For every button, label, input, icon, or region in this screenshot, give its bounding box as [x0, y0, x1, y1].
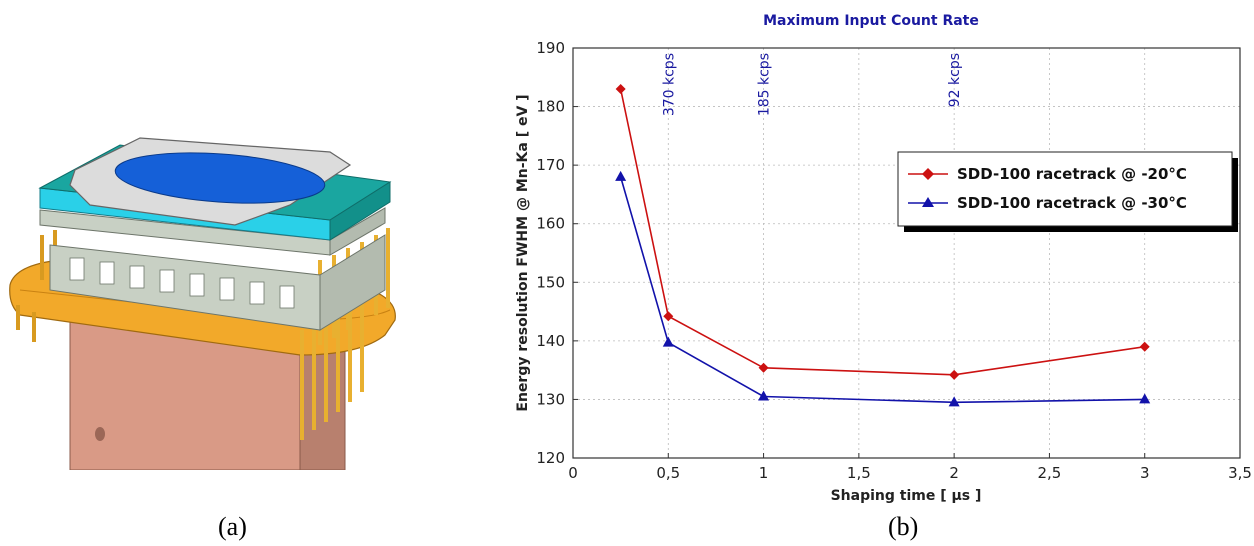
x-tick-label: 1,5 — [847, 464, 871, 482]
y-axis-title: Energy resolution FWHM @ Mn-Ka [ eV ] — [515, 94, 531, 411]
panel-label-b: (b) — [888, 512, 919, 541]
count-rate-annotations: 370 kcps 185 kcps 92 kcps — [661, 53, 963, 116]
chart-title: Maximum Input Count Rate — [763, 13, 979, 29]
data-point — [949, 369, 960, 380]
count-rate-label: 92 kcps — [947, 53, 963, 107]
panel-label-a: (a) — [218, 512, 247, 541]
y-tick-label: 130 — [536, 390, 565, 408]
x-tick-label: 3,5 — [1228, 464, 1252, 482]
sdd-module-3d-render-icon — [9, 137, 396, 470]
data-point — [758, 390, 770, 401]
legend-label-20c: SDD-100 racetrack @ -20°C — [957, 165, 1187, 183]
data-point — [948, 396, 960, 407]
y-tick-label: 180 — [536, 98, 565, 116]
y-tick-label: 160 — [536, 215, 565, 233]
data-point — [1139, 393, 1151, 404]
y-tick-label: 120 — [536, 449, 565, 467]
chart-series — [615, 84, 1151, 407]
y-tick-label: 140 — [536, 332, 565, 350]
x-tick-label: 2,5 — [1037, 464, 1061, 482]
count-rate-label: 370 kcps — [661, 53, 677, 116]
count-rate-label: 185 kcps — [757, 53, 773, 116]
data-point — [615, 170, 627, 181]
data-point — [662, 336, 674, 347]
data-point — [1139, 341, 1150, 352]
x-tick-label: 2 — [949, 464, 959, 482]
sdd-module-render — [9, 137, 396, 470]
resolution-chart: Maximum Input Count Rate 0 0,5 1 1,5 2 2,5 3 3,… — [515, 13, 1252, 504]
legend-label-30c: SDD-100 racetrack @ -30°C — [957, 194, 1187, 212]
series-0 — [615, 84, 1150, 380]
data-point — [758, 362, 769, 373]
x-axis-title: Shaping time [ µs ] — [831, 488, 982, 504]
x-tick-label: 0 — [568, 464, 578, 482]
y-tick-label: 190 — [536, 39, 565, 57]
y-tick-label: 170 — [536, 156, 565, 174]
series-1 — [615, 170, 1151, 407]
data-point — [615, 84, 626, 94]
x-tick-label: 1 — [759, 464, 769, 482]
plot-area-frame — [572, 47, 1241, 459]
x-tick-label: 0,5 — [656, 464, 680, 482]
legend-entry-20c: SDD-100 racetrack @ -20°C — [908, 165, 1187, 183]
y-axis-ticks: 120 130 140 150 160 170 180 190 — [536, 39, 578, 467]
x-axis-ticks: 0 0,5 1 1,5 2 2,5 3 3,5 — [568, 453, 1252, 482]
chart-legend: SDD-100 racetrack @ -20°C SDD-100 racetr… — [897, 151, 1238, 232]
data-point — [663, 311, 674, 322]
y-tick-label: 150 — [536, 273, 565, 291]
legend-entry-30c: SDD-100 racetrack @ -30°C — [908, 194, 1187, 212]
x-tick-label: 3 — [1140, 464, 1150, 482]
